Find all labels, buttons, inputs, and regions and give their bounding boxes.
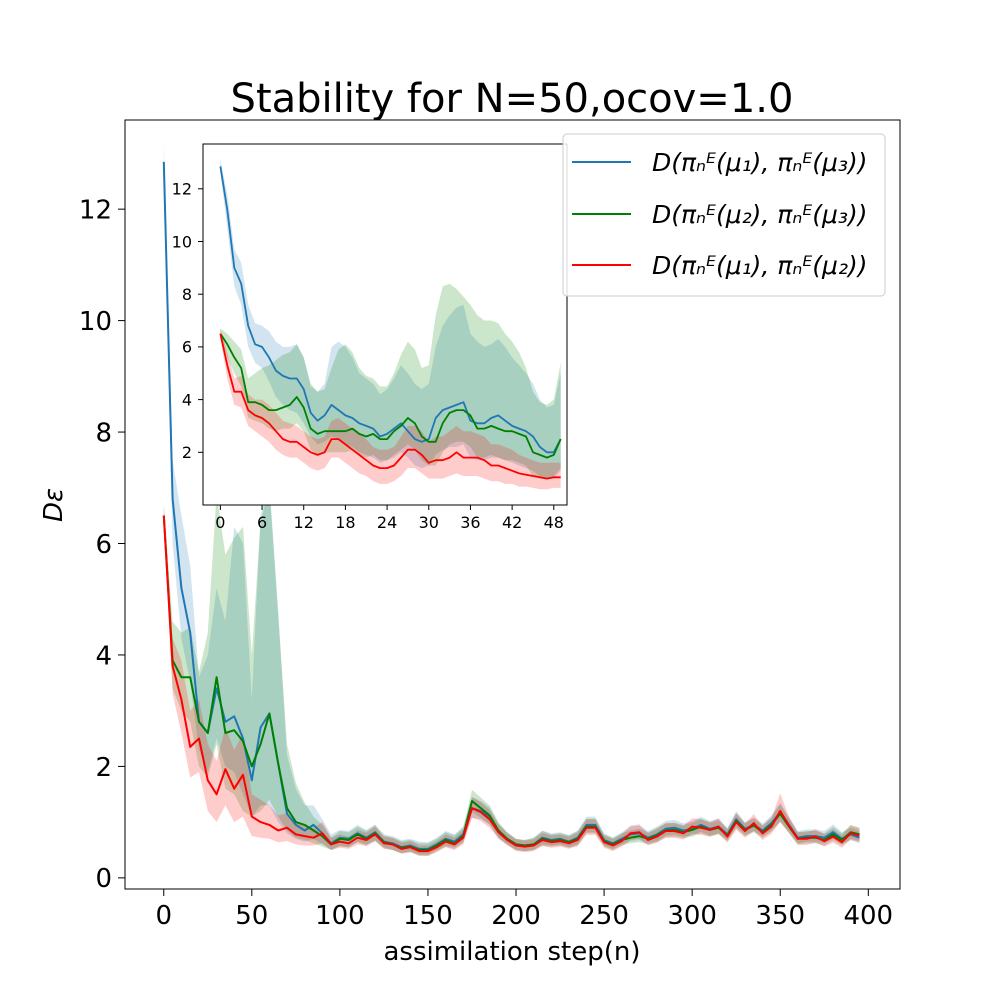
x-axis-label: assimilation step(n) xyxy=(383,937,640,967)
inset-y-tick-label: 12 xyxy=(172,180,192,199)
main-y-tick-label: 0 xyxy=(95,864,112,894)
legend-label-mu1-mu3: D(πₙᴱ(μ₁), πₙᴱ(μ₃)) xyxy=(652,148,867,177)
main-x-tick-label: 50 xyxy=(235,901,268,931)
inset-band-1 xyxy=(220,283,561,479)
main-confidence-bands xyxy=(163,142,860,857)
main-y-tick-label: 4 xyxy=(95,641,112,671)
main-x-tick-label: 150 xyxy=(403,901,453,931)
main-x-tick-label: 100 xyxy=(315,901,365,931)
legend-box xyxy=(562,133,886,297)
main-x-tick-label: 400 xyxy=(843,901,893,931)
inset-x-tick-label: 6 xyxy=(257,513,267,532)
y-axis-label: Dε xyxy=(39,488,69,522)
main-line-2 xyxy=(162,515,860,853)
inset-band-0 xyxy=(220,159,561,479)
inset-x-tick-label: 0 xyxy=(215,513,225,532)
inset-line-0 xyxy=(219,166,562,454)
legend-label-mu2-mu3: D(πₙᴱ(μ₂), πₙᴱ(μ₃)) xyxy=(652,200,867,229)
inset-x-tick-label: 30 xyxy=(419,513,439,532)
main-band-2 xyxy=(163,504,860,857)
inset-y-tick-label: 4 xyxy=(182,390,192,409)
main-x-tick-label: 0 xyxy=(155,901,172,931)
main-x-tick-label: 250 xyxy=(579,901,629,931)
inset-y-tick-label: 6 xyxy=(182,338,192,357)
inset-line-2 xyxy=(219,333,561,480)
inset-background xyxy=(203,144,567,505)
main-series-lines xyxy=(162,161,860,853)
inset-x-tick-label: 24 xyxy=(377,513,397,532)
main-x-tick-label: 200 xyxy=(491,901,541,931)
inset-y-tick-label: 8 xyxy=(182,285,192,304)
main-y-tick-label: 10 xyxy=(79,307,112,337)
legend-label-mu1-mu2: D(πₙᴱ(μ₁), πₙᴱ(μ₂)) xyxy=(652,251,867,280)
main-y-tick-label: 12 xyxy=(79,196,112,226)
inset-frame xyxy=(202,143,568,506)
chart-title: Stability for N=50,ocov=1.0 xyxy=(231,76,794,122)
inset-series-lines xyxy=(219,166,562,480)
main-x-tick-label: 300 xyxy=(667,901,717,931)
main-y-tick-label: 8 xyxy=(95,418,112,448)
inset-y-tick-label: 2 xyxy=(182,443,192,462)
main-y-tick-label: 2 xyxy=(95,753,112,783)
inset-x-tick-label: 18 xyxy=(335,513,355,532)
inset-y-tick-label: 10 xyxy=(172,232,192,251)
main-frame xyxy=(124,119,901,890)
inset-x-tick-label: 48 xyxy=(544,513,564,532)
inset-x-tick-label: 42 xyxy=(502,513,522,532)
main-x-tick-label: 350 xyxy=(755,901,805,931)
main-y-tick-label: 6 xyxy=(95,530,112,560)
legend: D(πₙᴱ(μ₁), πₙᴱ(μ₃)) D(πₙᴱ(μ₂), πₙᴱ(μ₃)) … xyxy=(562,133,886,297)
inset-line-1 xyxy=(219,333,562,459)
inset-x-tick-label: 12 xyxy=(294,513,314,532)
inset-x-tick-label: 36 xyxy=(460,513,480,532)
